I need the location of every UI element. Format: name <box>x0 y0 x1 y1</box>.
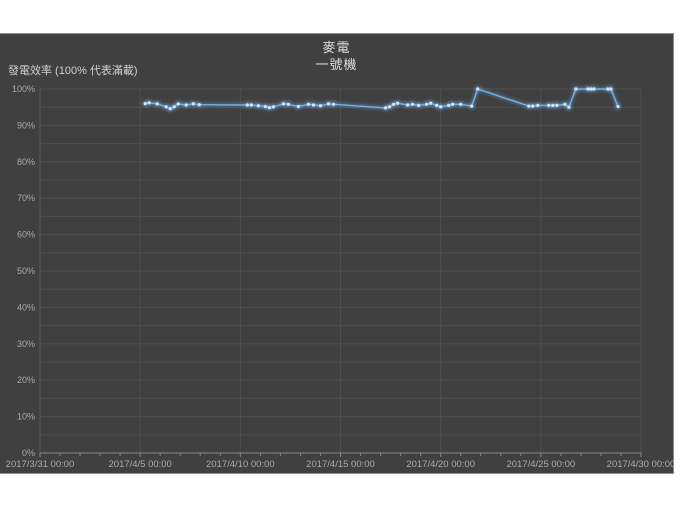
data-point-marker <box>574 87 578 91</box>
data-point-marker <box>306 102 310 106</box>
data-point-marker <box>197 103 201 107</box>
y-tick-label: 20% <box>17 375 35 385</box>
data-point-marker <box>435 103 439 107</box>
data-point-marker <box>459 102 463 106</box>
data-point-marker <box>451 102 455 106</box>
data-point-marker <box>384 106 388 110</box>
data-point-marker <box>256 104 260 108</box>
data-point-marker <box>417 103 421 107</box>
data-point-marker <box>249 103 253 107</box>
data-point-marker <box>406 103 410 107</box>
data-point-marker <box>439 105 443 109</box>
y-tick-label: 70% <box>17 193 35 203</box>
data-point-marker <box>551 103 555 107</box>
y-axis-title: 發電效率 (100% 代表滿載) <box>8 65 138 77</box>
x-tick-label: 2017/4/25 00:00 <box>506 459 575 470</box>
data-point-marker <box>429 101 433 105</box>
x-tick-label: 2017/3/31 00:00 <box>6 459 75 470</box>
data-point-marker <box>388 105 392 109</box>
data-point-marker <box>164 105 168 109</box>
data-point-marker <box>447 103 451 107</box>
y-tick-label: 60% <box>17 230 35 240</box>
x-tick-label: 2017/4/15 00:00 <box>306 459 375 470</box>
data-point-marker <box>555 103 559 107</box>
data-point-marker <box>326 102 331 106</box>
data-point-marker <box>606 87 610 91</box>
chart-canvas: 0% 10% 20% 30% 40% 50% 60% 70% 80% 90% 100% 2017/3/… <box>0 33 674 474</box>
y-tick-label: 100% <box>12 84 35 94</box>
data-point-marker <box>470 104 474 108</box>
data-point-marker <box>547 103 551 107</box>
data-point-marker <box>531 104 535 108</box>
y-tick-label: 50% <box>17 266 35 276</box>
data-point-marker <box>176 102 180 106</box>
y-tick-label: 40% <box>17 302 35 312</box>
data-point-marker <box>567 105 571 109</box>
data-point-marker <box>267 106 271 110</box>
data-point-marker <box>589 87 593 91</box>
data-point-marker <box>143 102 147 106</box>
data-point-marker <box>286 102 290 106</box>
data-point-marker <box>563 102 567 106</box>
x-tick-label: 2017/4/20 00:00 <box>406 459 475 470</box>
data-point-marker <box>536 103 540 107</box>
data-point-marker <box>184 103 188 107</box>
data-point-marker <box>311 103 316 107</box>
data-point-marker <box>392 102 396 106</box>
data-point-marker <box>476 87 480 91</box>
y-tick-label: 10% <box>17 412 35 422</box>
data-point-marker <box>172 105 176 109</box>
data-point-marker <box>411 102 415 106</box>
data-point-marker <box>155 102 159 106</box>
data-point-marker <box>263 104 267 109</box>
y-tick-label: 90% <box>17 120 35 130</box>
data-point-marker <box>271 105 275 109</box>
x-tick-label: 2017/4/10 00:00 <box>206 459 275 470</box>
data-point-marker <box>586 87 590 91</box>
chart-title: 麥電 <box>322 40 351 55</box>
data-point-marker <box>396 101 400 105</box>
data-point-marker <box>527 104 531 108</box>
y-tick-label: 30% <box>17 339 35 349</box>
data-point-marker <box>425 102 429 106</box>
data-point-marker <box>245 103 249 107</box>
data-point-marker <box>318 104 323 108</box>
data-point-marker <box>168 107 172 111</box>
data-point-marker <box>281 102 285 106</box>
x-tick-label: 2017/4/5 00:00 <box>108 459 171 470</box>
chart-subtitle: 一號機 <box>315 57 358 72</box>
data-point-marker <box>296 104 300 109</box>
data-point-marker <box>609 87 613 91</box>
y-tick-label: 80% <box>17 157 35 167</box>
data-point-marker <box>592 87 596 91</box>
x-tick-label: 2017/4/30 00:00 <box>607 459 674 470</box>
data-point-marker <box>191 102 195 106</box>
data-point-marker <box>616 104 620 109</box>
y-tick-label: 0% <box>22 448 35 458</box>
plot-svg: 0% 10% 20% 30% 40% 50% 60% 70% 80% 90% 100% 2017/3/… <box>6 84 674 470</box>
data-point-marker <box>331 102 336 106</box>
data-point-marker <box>147 101 151 105</box>
